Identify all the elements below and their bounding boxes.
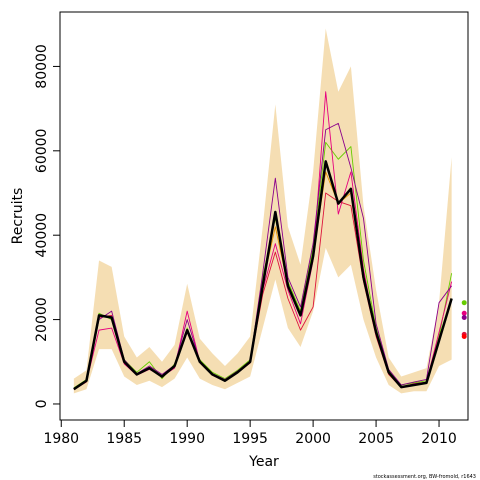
end-point (461, 300, 467, 306)
x-tick-label: 1995 (232, 431, 268, 447)
plot-frame (59, 11, 469, 421)
x-tick-label: 2010 (421, 431, 457, 447)
y-tick-label: 0 (34, 400, 50, 409)
x-tick-label: 1985 (106, 431, 142, 447)
end-point (461, 333, 467, 339)
x-tick-label: 1980 (43, 431, 79, 447)
x-axis-label: Year (248, 454, 279, 470)
x-tick-label: 2000 (295, 431, 331, 447)
footnote: stockassessment.org, BW-fromold, r1643 (373, 474, 476, 480)
series-line (73, 160, 453, 391)
end-point (461, 310, 467, 316)
y-tick-label: 80000 (34, 44, 50, 89)
y-tick-label: 20000 (34, 297, 50, 342)
y-axis-label: Recruits (10, 188, 26, 245)
end-point (461, 314, 467, 320)
confidence-band (73, 28, 452, 394)
y-tick-label: 40000 (34, 213, 50, 258)
y-tick-label: 60000 (34, 129, 50, 174)
x-tick-label: 2005 (358, 431, 394, 447)
x-tick-label: 1990 (169, 431, 205, 447)
